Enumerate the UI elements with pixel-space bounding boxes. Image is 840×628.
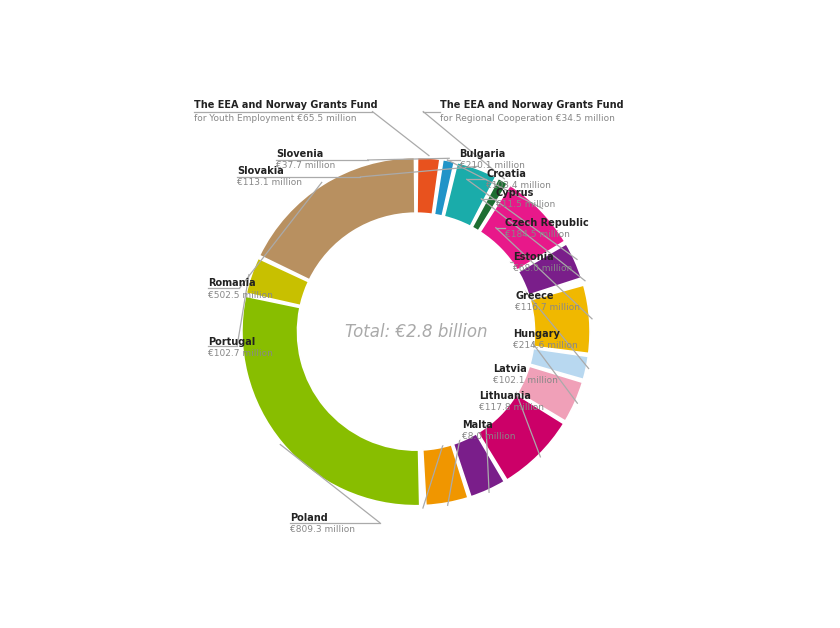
Wedge shape bbox=[454, 434, 504, 497]
Text: €113.1 million: €113.1 million bbox=[237, 178, 302, 187]
Wedge shape bbox=[434, 160, 454, 216]
Text: Hungary: Hungary bbox=[512, 329, 559, 339]
Text: Portugal: Portugal bbox=[208, 337, 255, 347]
Wedge shape bbox=[246, 258, 308, 305]
Text: The EEA and Norway Grants Fund: The EEA and Norway Grants Fund bbox=[440, 100, 624, 110]
Text: €184.5 million: €184.5 million bbox=[506, 230, 570, 239]
Text: Estonia: Estonia bbox=[512, 252, 554, 262]
Wedge shape bbox=[472, 178, 507, 231]
Text: for Regional Cooperation €34.5 million: for Regional Cooperation €34.5 million bbox=[440, 114, 615, 123]
Wedge shape bbox=[478, 394, 564, 480]
Text: Greece: Greece bbox=[515, 291, 554, 301]
Text: €103.4 million: €103.4 million bbox=[486, 181, 551, 190]
Text: Romania: Romania bbox=[208, 278, 255, 288]
Text: €117.8 million: €117.8 million bbox=[479, 403, 543, 412]
Wedge shape bbox=[417, 158, 440, 214]
Text: €37.7 million: €37.7 million bbox=[276, 161, 335, 170]
Wedge shape bbox=[518, 244, 581, 295]
Text: €116.7 million: €116.7 million bbox=[515, 303, 580, 311]
Text: €102.7 million: €102.7 million bbox=[208, 349, 273, 357]
Text: The EEA and Norway Grants Fund: The EEA and Norway Grants Fund bbox=[193, 100, 377, 110]
Text: €210.1 million: €210.1 million bbox=[459, 161, 524, 170]
Wedge shape bbox=[423, 445, 468, 506]
Text: €502.5 million: €502.5 million bbox=[208, 291, 273, 300]
Text: €809.3 million: €809.3 million bbox=[291, 525, 355, 534]
Wedge shape bbox=[517, 366, 582, 421]
Wedge shape bbox=[530, 285, 590, 354]
Text: Malta: Malta bbox=[462, 420, 493, 430]
Text: Latvia: Latvia bbox=[493, 364, 528, 374]
Text: for Youth Employment €65.5 million: for Youth Employment €65.5 million bbox=[193, 114, 356, 123]
Wedge shape bbox=[444, 163, 496, 226]
Text: €8.0 million: €8.0 million bbox=[462, 432, 516, 441]
Text: €102.1 million: €102.1 million bbox=[493, 376, 559, 386]
Wedge shape bbox=[529, 281, 583, 298]
Text: Slovakia: Slovakia bbox=[237, 166, 284, 176]
Text: Czech Republic: Czech Republic bbox=[506, 218, 589, 228]
Text: Cyprus: Cyprus bbox=[496, 188, 534, 198]
Text: €214.6 million: €214.6 million bbox=[512, 342, 577, 350]
Text: Total: €2.8 billion: Total: €2.8 billion bbox=[344, 323, 487, 340]
Circle shape bbox=[300, 215, 532, 448]
Text: Lithuania: Lithuania bbox=[479, 391, 531, 401]
Text: Croatia: Croatia bbox=[486, 168, 526, 178]
Text: €68.0 million: €68.0 million bbox=[512, 264, 572, 273]
Text: Poland: Poland bbox=[291, 513, 328, 523]
Wedge shape bbox=[480, 185, 564, 270]
Text: €11.5 million: €11.5 million bbox=[496, 200, 555, 209]
Text: Bulgaria: Bulgaria bbox=[459, 149, 506, 159]
Wedge shape bbox=[530, 349, 588, 379]
Wedge shape bbox=[242, 296, 420, 506]
Wedge shape bbox=[421, 450, 423, 506]
Wedge shape bbox=[260, 158, 415, 280]
Text: Slovenia: Slovenia bbox=[276, 149, 323, 159]
